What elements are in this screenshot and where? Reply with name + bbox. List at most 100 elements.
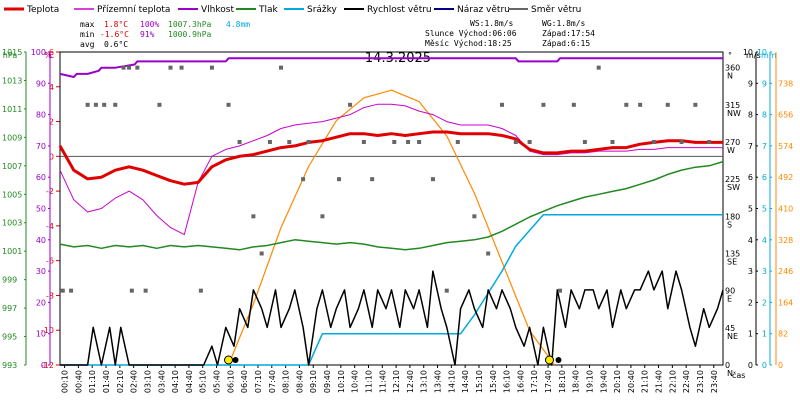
wind-direction-point [69,288,74,293]
mm-tick-label: 0 [762,361,767,370]
plot-area [58,57,724,366]
wind-direction-point [143,288,148,293]
left-tick-label-hpa: 1005 [2,190,22,199]
info-slunce-vychod: Slunce Východ:06:06 [425,29,517,38]
x-tick-label: 05:10 [199,370,208,393]
deg-tick-label: 0 [725,361,730,370]
x-tick-label: 06:10 [226,370,235,393]
wind-direction-point [558,288,563,293]
sunrise-marker [224,355,234,365]
mm-tick-label: 8 [762,111,767,120]
mm-tick-label: 2 [762,298,767,307]
wind-direction-point [279,65,283,70]
x-tick-label: 06:40 [240,370,249,393]
x-tick-label: 23:40 [710,370,719,393]
x-tick-label: 10:40 [351,370,360,393]
deg-tick-label: 360 [725,64,740,73]
x-tick-label: 04:40 [185,370,194,393]
left-axis-unit-hpa: hPa [3,51,18,60]
x-tick-label: 18:10 [558,370,567,393]
x-tick-label: 03:40 [157,370,166,393]
wm2-tick-label: 410 [778,205,793,214]
ms-tick-label: 0 [748,361,753,370]
x-tick-label: 12:10 [392,370,401,393]
left-tick-label-hpa: 999 [2,276,17,285]
x-tick-label: 16:40 [516,370,525,393]
wind-direction-point [624,102,629,107]
left-tick-label-percent: 0 [41,361,46,370]
x-tick-label: 08:10 [282,370,291,393]
wind-direction-point [121,65,126,70]
wind-direction-point [527,139,532,144]
wind-direction-point [168,65,173,70]
x-tick-label: 02:10 [116,370,125,393]
x-tick-label: 01:40 [102,370,111,393]
left-tick-label-percent: 100 [31,48,46,57]
left-tick-label-hpa: 1015 [2,48,22,57]
legend-label-naraz: Náraz větru [457,5,510,15]
info-slunce-zapad: Západ:17:54 [542,29,595,38]
x-tick-label: 14:10 [447,370,456,393]
x-tick-label: 09:40 [323,370,332,393]
wm2-tick-label: 738 [778,79,793,88]
info-wg: WG:1.8m/s [542,19,586,28]
ms-tick-label: 4 [748,236,753,245]
stat-max-label: max [80,20,95,29]
deg-dir-label: S [727,220,732,229]
wm2-tick-label: 164 [778,298,793,307]
deg-tick-label: 90 [725,287,735,296]
deg-dir-label: SE [727,257,737,266]
x-tick-label: 13:40 [434,370,443,393]
x-tick-label: 18:40 [572,370,581,393]
deg-dir-label: NW [727,109,741,118]
ms-tick-label: 9 [748,79,753,88]
x-tick-label: 04:10 [171,370,180,393]
ms-tick-label: 1 [748,330,753,339]
info-mesic-zapad: Západ:6:15 [542,39,590,48]
stat-max-temp: 1.8°C [104,20,128,29]
x-tick-label: 20:40 [627,370,636,393]
series-line-vlhkost [59,57,723,78]
deg-tick-label: 45 [725,324,735,333]
wind-direction-point [267,139,272,144]
deg-tick-label: 180 [725,212,740,221]
left-tick-label-temp: 0 [49,152,54,161]
legend-label-tlak: Tlak [258,5,279,15]
ms-tick-label: 5 [748,205,753,214]
wind-direction-point [455,139,460,144]
x-tick-label: 15:10 [475,370,484,393]
left-tick-label-temp: -12 [41,361,54,370]
info-mesic-vychod: Měsíc Východ:18:25 [425,39,512,48]
left-tick-label-hpa: 993 [2,361,17,370]
wind-direction-point [198,288,203,293]
wind-direction-point [638,102,643,107]
wind-direction-point [85,102,90,107]
wind-direction-point [60,288,65,293]
wind-direction-point [665,102,670,107]
wind-direction-point [444,288,449,293]
wind-direction-point [500,102,504,107]
wind-direction-point [157,102,162,107]
wm2-tick-label: 82 [778,330,788,339]
x-axis-label: čas [732,370,745,380]
x-axis: 00:10 00:40 01:10 01:40 02:10 02:40 03:10 03:40… [61,365,719,393]
wind-direction-point [417,139,422,144]
deg-tick-label: 135 [725,249,740,258]
wind-direction-point [370,177,375,182]
left-tick-label-temp: 2 [49,118,54,127]
stat-min-press: 1000.9hPa [168,30,212,39]
left-tick-label-percent: 50 [36,205,46,214]
wind-direction-point [237,139,242,144]
deg-tick-label: 225 [725,175,740,184]
moonset-marker [232,357,239,363]
wind-direction-point [102,102,107,107]
left-tick-label-percent: 40 [36,236,46,245]
info-ws: WS:1.8m/s [470,19,514,28]
x-tick-label: 02:40 [130,370,139,393]
mm-tick-label: 7 [762,142,767,151]
wm2-tick-label: 492 [778,173,793,182]
wind-direction-point [113,102,118,107]
left-tick-label-temp: 6 [49,48,54,57]
x-tick-label: 21:10 [641,370,650,393]
